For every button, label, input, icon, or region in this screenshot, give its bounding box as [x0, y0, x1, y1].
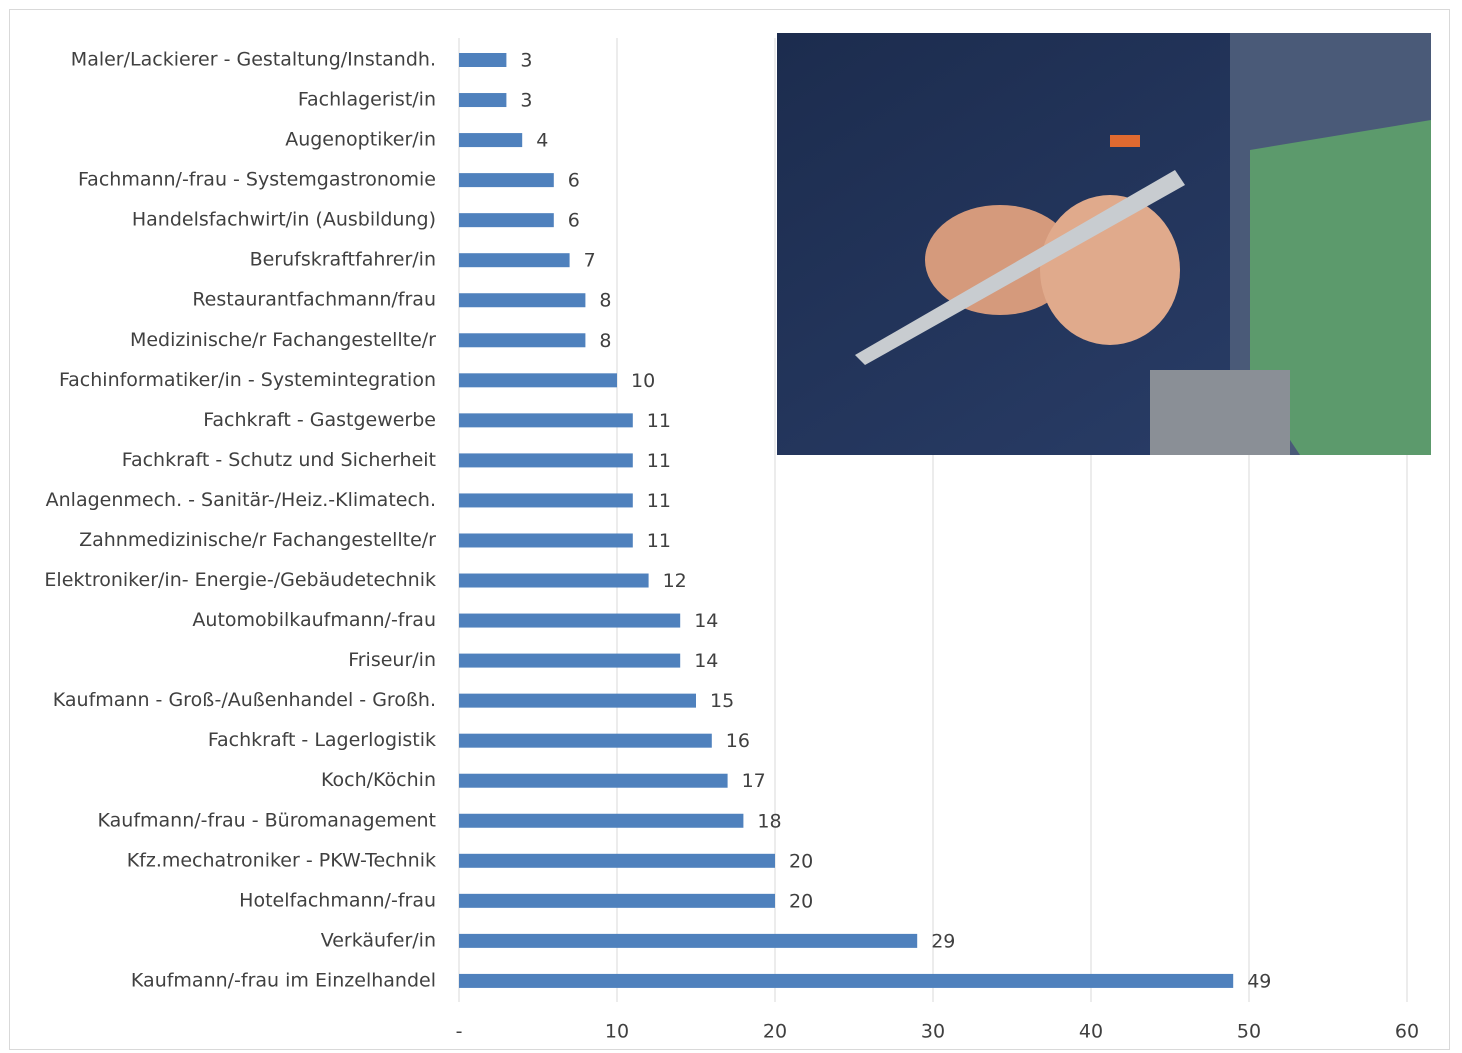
bar	[459, 893, 775, 908]
x-tick-label: 60	[1395, 1021, 1419, 1043]
photo	[777, 33, 1431, 455]
x-tick-label: 50	[1237, 1021, 1261, 1043]
grid	[458, 38, 1408, 1002]
bar	[459, 653, 681, 668]
data-label: 4	[536, 130, 548, 152]
y-tick-label: Verkäufer/in	[321, 929, 436, 951]
data-label: 6	[568, 210, 580, 232]
y-tick-label: Berufskraftfahrer/in	[250, 249, 436, 271]
photo-hand	[925, 205, 1075, 315]
bar	[459, 493, 633, 508]
y-tick-label: Kaufmann - Groß-/Außenhandel - Großh.	[53, 689, 436, 711]
data-label: 11	[647, 490, 671, 512]
data-label: 8	[599, 290, 611, 312]
y-tick-label: Medizinische/r Fachangestellte/r	[130, 329, 436, 351]
bar	[459, 813, 744, 828]
y-tick-label: Fachinformatiker/in - Systemintegration	[59, 369, 436, 391]
y-tick-label: Restaurantfachmann/frau	[192, 289, 436, 311]
x-tick-label: -	[456, 1021, 463, 1043]
data-label: 18	[757, 810, 781, 832]
y-tick-label: Fachkraft - Gastgewerbe	[203, 409, 436, 431]
photo-machine	[1250, 120, 1431, 455]
bar	[459, 253, 570, 268]
x-tick-label: 40	[1079, 1021, 1103, 1043]
bar	[459, 373, 617, 388]
data-label: 11	[647, 450, 671, 472]
photo-caliper	[855, 170, 1185, 365]
bar	[459, 773, 728, 788]
bar	[459, 53, 507, 67]
data-label: 3	[520, 90, 532, 112]
data-label: 12	[663, 570, 687, 592]
data-label: 29	[931, 930, 955, 952]
data-label: 17	[742, 770, 766, 792]
y-tick-label: Fachmann/-frau - Systemgastronomie	[78, 169, 436, 191]
data-label: 11	[647, 530, 671, 552]
y-tick-label: Kaufmann/-frau im Einzelhandel	[131, 969, 436, 991]
y-tick-label: Kaufmann/-frau - Büromanagement	[98, 809, 436, 831]
y-tick-label: Fachkraft - Schutz und Sicherheit	[122, 449, 436, 471]
y-tick-label: Anlagenmech. - Sanitär-/Heiz.-Klimatech.	[46, 489, 436, 511]
bar	[459, 573, 649, 588]
y-tick-label: Handelsfachwirt/in (Ausbildung)	[132, 209, 436, 231]
y-tick-label: Automobilkaufmann/-frau	[192, 609, 436, 631]
data-label: 6	[568, 170, 580, 192]
y-tick-label: Fachkraft - Lagerlogistik	[208, 729, 436, 751]
photo-chuck	[1150, 370, 1290, 455]
photo-caliper-tag	[1110, 135, 1140, 147]
bar	[459, 93, 507, 108]
bar	[459, 533, 633, 548]
data-label: 8	[599, 330, 611, 352]
y-tick-label: Elektroniker/in- Energie-/Gebäudetechnik	[44, 569, 436, 591]
data-label: 14	[694, 610, 718, 632]
data-label: 49	[1247, 970, 1271, 992]
data-label: 10	[631, 370, 655, 392]
data-label: 14	[694, 650, 718, 672]
bar	[459, 293, 586, 308]
x-tick-label: 20	[763, 1021, 787, 1043]
data-label: 20	[789, 890, 813, 912]
y-tick-label: Fachlagerist/in	[298, 89, 436, 111]
bar	[459, 173, 554, 188]
bar	[459, 853, 775, 868]
bar	[459, 413, 633, 428]
bar	[459, 213, 554, 228]
y-tick-label: Augenoptiker/in	[285, 129, 436, 151]
data-label: 20	[789, 850, 813, 872]
bar	[459, 693, 696, 708]
bar	[459, 973, 1234, 988]
data-label: 7	[584, 250, 596, 272]
bar	[459, 133, 523, 148]
bar	[459, 613, 681, 628]
bar	[459, 453, 633, 468]
y-tick-label: Kfz.mechatroniker - PKW-Technik	[127, 849, 436, 871]
x-tick-label: 10	[605, 1021, 629, 1043]
data-label: 3	[520, 50, 532, 72]
y-tick-label: Koch/Köchin	[321, 769, 436, 791]
y-tick-label: Maler/Lackierer - Gestaltung/Instandh.	[71, 49, 436, 71]
data-label: 15	[710, 690, 734, 712]
bar	[459, 933, 918, 948]
y-tick-label: Friseur/in	[348, 649, 436, 671]
bar	[459, 733, 712, 748]
x-tick-label: 30	[921, 1021, 945, 1043]
bar	[459, 333, 586, 348]
data-label: 11	[647, 410, 671, 432]
y-tick-label: Hotelfachmann/-frau	[239, 889, 436, 911]
y-tick-label: Zahnmedizinische/r Fachangestellte/r	[79, 529, 436, 551]
data-label: 16	[726, 730, 750, 752]
